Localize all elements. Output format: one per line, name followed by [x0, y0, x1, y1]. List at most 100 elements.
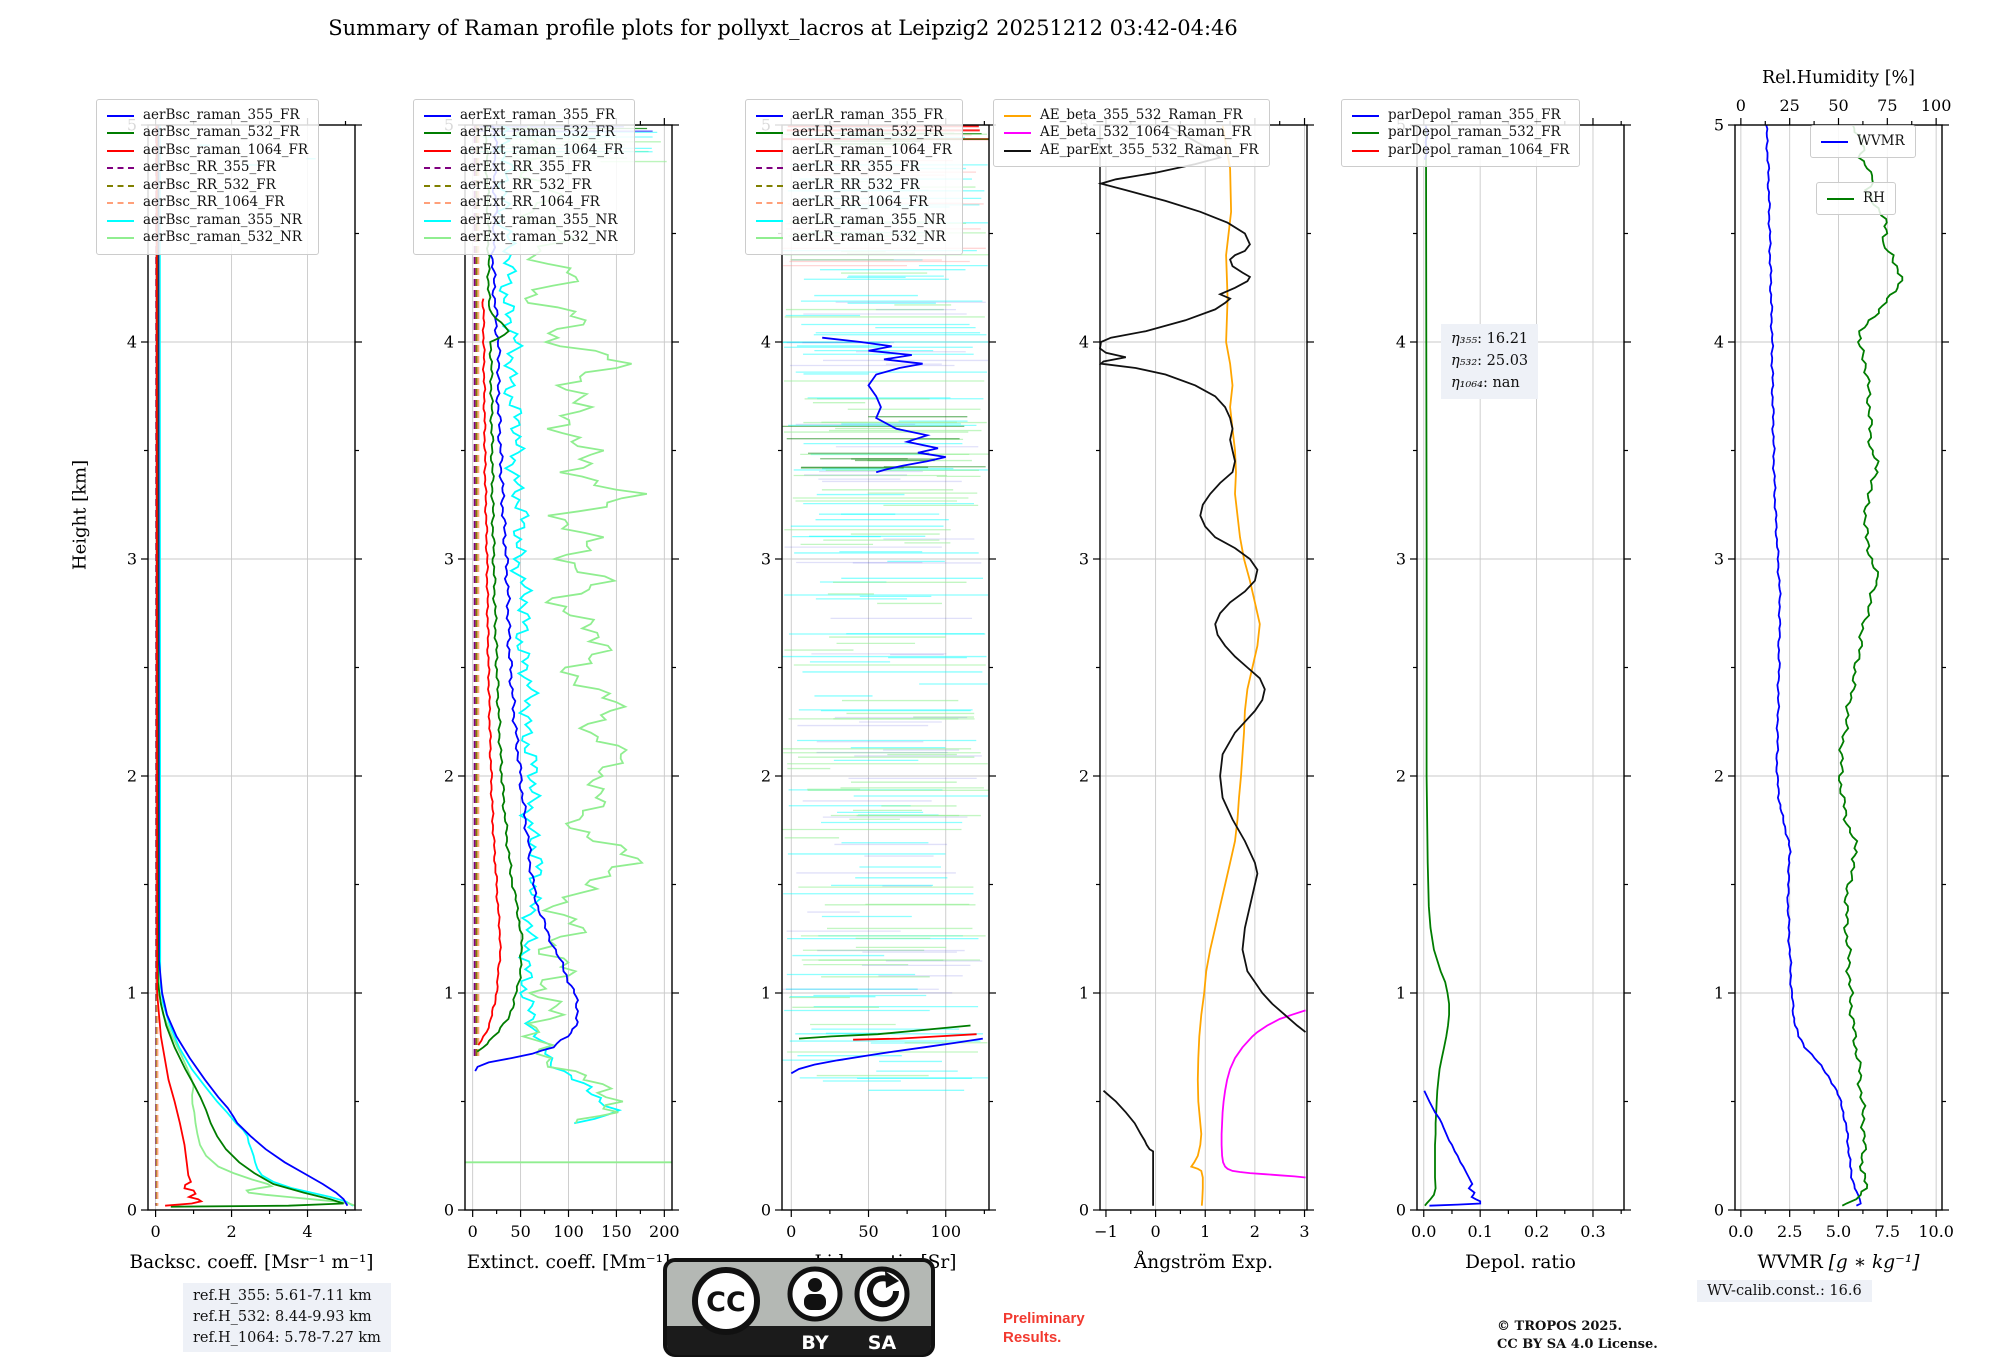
svg-text:0: 0 [1079, 1201, 1089, 1220]
person-head-icon [808, 1278, 822, 1292]
svg-text:0: 0 [468, 1222, 478, 1241]
svg-text:1: 1 [127, 984, 137, 1003]
svg-text:1: 1 [1714, 984, 1724, 1003]
svg-text:7.5: 7.5 [1875, 1222, 1900, 1241]
svg-text:0.1: 0.1 [1467, 1222, 1492, 1241]
series-aerBsc_raman_532_NR [158, 125, 356, 1207]
svg-text:2: 2 [1079, 767, 1089, 786]
svg-text:50: 50 [510, 1222, 530, 1241]
svg-text:WVMR [g ∗ kg⁻¹]: WVMR [g ∗ kg⁻¹] [1758, 1252, 1921, 1273]
svg-text:25: 25 [1779, 96, 1799, 115]
svg-text:0.2: 0.2 [1524, 1222, 1549, 1241]
svg-text:150: 150 [601, 1222, 632, 1241]
svg-text:10.0: 10.0 [1918, 1222, 1954, 1241]
svg-text:1: 1 [1200, 1222, 1210, 1241]
preliminary-results-note: Preliminary Results. [1003, 1310, 1085, 1346]
svg-text:1: 1 [1079, 984, 1089, 1003]
panel-lr: 050100012345Lidar ratio [Sr] [761, 116, 996, 1273]
svg-text:0: 0 [761, 1201, 771, 1220]
svg-text:Rel.Humidity [%]: Rel.Humidity [%] [1762, 68, 1915, 88]
series-aerBsc_raman_1064_FR [155, 124, 204, 1207]
series-aerLR_raman_1064_FR [853, 1033, 977, 1041]
svg-text:0: 0 [1714, 1201, 1724, 1220]
svg-text:5: 5 [1396, 116, 1406, 135]
svg-text:Backsc. coeff. [Msr⁻¹ m⁻¹]: Backsc. coeff. [Msr⁻¹ m⁻¹] [129, 1252, 373, 1273]
svg-text:3: 3 [444, 550, 454, 569]
cc-text: CC [706, 1287, 746, 1318]
svg-text:200: 200 [649, 1222, 680, 1241]
svg-text:0: 0 [151, 1222, 161, 1241]
svg-text:4: 4 [1714, 333, 1724, 352]
svg-text:0.3: 0.3 [1580, 1222, 1605, 1241]
svg-text:4: 4 [1396, 333, 1406, 352]
svg-text:1: 1 [444, 984, 454, 1003]
ref-h-355: ref.H_355: 5.61-7.11 km [193, 1288, 372, 1304]
series-RH [1837, 124, 1904, 1207]
svg-text:50: 50 [858, 1222, 878, 1241]
svg-text:5.0: 5.0 [1826, 1222, 1851, 1241]
series-aerLR_raman_355_FR [822, 336, 946, 474]
svg-text:1: 1 [1396, 984, 1406, 1003]
svg-text:0: 0 [444, 1201, 454, 1220]
svg-text:3: 3 [1396, 550, 1406, 569]
svg-text:2: 2 [1250, 1222, 1260, 1241]
svg-text:−1: −1 [1094, 1222, 1118, 1241]
panel-ext: 0 50 100 150 200 0 1 2 3 4 5 Extinct. coeff. [Mm⁻¹] [444, 116, 680, 1274]
svg-text:2: 2 [1714, 767, 1724, 786]
svg-text:0.0: 0.0 [1411, 1222, 1436, 1241]
sa-text: SA [868, 1332, 897, 1354]
svg-text:100: 100 [930, 1222, 961, 1241]
series-aerBsc_raman_532_FR [156, 124, 344, 1208]
svg-text:75: 75 [1877, 96, 1897, 115]
svg-text:Depol. ratio: Depol. ratio [1465, 1252, 1576, 1273]
svg-text:2: 2 [127, 767, 137, 786]
series-AE_beta_532_1064_Raman_FR [1220, 1009, 1306, 1179]
svg-text:0: 0 [1736, 96, 1746, 115]
series-aerExt_raman_355_NR [494, 124, 623, 1125]
copyright-note: © TROPOS 2025. CC BY SA 4.0 License. [1497, 1319, 1658, 1353]
svg-text:0: 0 [786, 1222, 796, 1241]
series-aerExt_raman_355_FR [474, 124, 580, 1072]
svg-text:2: 2 [761, 767, 771, 786]
svg-text:3: 3 [1714, 550, 1724, 569]
svg-text:3: 3 [1079, 550, 1089, 569]
svg-text:2: 2 [226, 1222, 236, 1241]
person-body-icon [804, 1294, 826, 1310]
svg-text:2: 2 [1396, 767, 1406, 786]
svg-text:2.5: 2.5 [1777, 1222, 1802, 1241]
svg-text:5: 5 [1714, 116, 1724, 135]
svg-text:4: 4 [302, 1222, 312, 1241]
svg-text:50: 50 [1828, 96, 1848, 115]
svg-text:0: 0 [1396, 1201, 1406, 1220]
svg-text:100: 100 [553, 1222, 584, 1241]
svg-text:Ångström Exp.: Ångström Exp. [1133, 1251, 1273, 1273]
cc-license-badge: CC BY SA [663, 1258, 935, 1357]
panel-ae: −1 0 1 2 3 0 1 2 3 4 5 Ångström Exp. [1079, 116, 1314, 1273]
svg-text:2: 2 [444, 767, 454, 786]
svg-text:3: 3 [761, 550, 771, 569]
sa-arrow-arc [867, 1275, 900, 1308]
figure-title: Summary of Raman profile plots for polly… [328, 16, 1238, 40]
svg-text:0: 0 [127, 1201, 137, 1220]
wv-calibration-constant: WV-calib.const.: 16.6 [1697, 1280, 1872, 1302]
series-aerExt_raman_1064_FR [477, 298, 502, 1046]
svg-text:5: 5 [761, 116, 771, 135]
svg-text:0: 0 [1151, 1222, 1161, 1241]
svg-text:5: 5 [1079, 116, 1089, 135]
svg-text:100: 100 [1921, 96, 1952, 115]
series-aerExt_raman_532_FR [476, 124, 524, 1053]
svg-text:Extinct. coeff. [Mm⁻¹]: Extinct. coeff. [Mm⁻¹] [467, 1252, 671, 1273]
ref-h-1064: ref.H_1064: 5.78-7.27 km [193, 1330, 381, 1347]
series-aerExt_raman_532_NR [512, 124, 648, 1124]
series-parDepol_raman_355_FR [1423, 1090, 1482, 1207]
series-WVMR [1765, 124, 1862, 1207]
svg-text:5: 5 [127, 116, 137, 135]
panel-bsc: 0 2 4 0 1 2 3 4 5 Backsc. coeff. [Msr⁻¹ m⁻¹] [127, 116, 374, 1274]
by-text: BY [801, 1332, 828, 1354]
svg-text:4: 4 [1079, 333, 1089, 352]
sa-arrow-head [885, 1271, 899, 1288]
